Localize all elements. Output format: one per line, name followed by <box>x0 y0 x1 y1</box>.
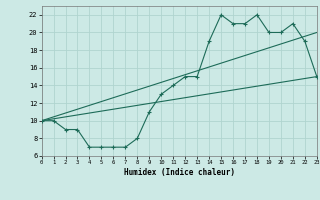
X-axis label: Humidex (Indice chaleur): Humidex (Indice chaleur) <box>124 168 235 177</box>
